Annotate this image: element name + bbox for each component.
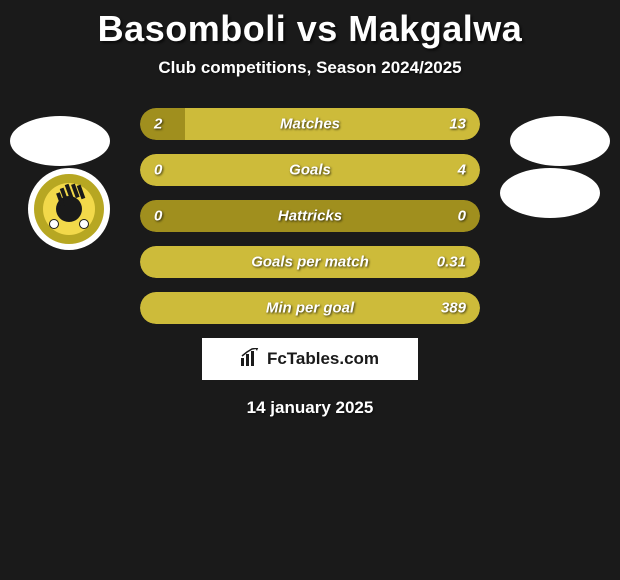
page-title: Basomboli vs Makgalwa [0,0,620,50]
stat-right-value: 13 [449,116,466,133]
stat-right-value: 4 [458,162,466,179]
brand-label: FcTables.com [267,349,379,369]
stat-bars: 2 Matches 13 0 Goals 4 0 Hattricks 0 Goals per ma… [140,108,480,324]
player-right-avatar [510,116,610,166]
date-label: 14 january 2025 [0,398,620,418]
stat-row: 2 Matches 13 [140,108,480,140]
stat-right-value: 0.31 [437,254,466,271]
stat-label: Goals per match [251,254,369,271]
brand-box[interactable]: FcTables.com [202,338,418,380]
chart-icon [241,348,261,371]
stat-label: Min per goal [266,300,354,317]
comparison-container: 2 Matches 13 0 Goals 4 0 Hattricks 0 Goals per ma… [0,108,620,418]
club-logo-left [28,168,110,250]
subtitle: Club competitions, Season 2024/2025 [0,58,620,78]
stat-left-value: 0 [154,208,162,225]
stat-left-value: 0 [154,162,162,179]
stat-label: Hattricks [278,208,342,225]
stat-row: Goals per match 0.31 [140,246,480,278]
stat-left-value: 2 [154,116,162,133]
stat-row: 0 Hattricks 0 [140,200,480,232]
stat-label: Goals [289,162,331,179]
player-left-avatar [10,116,110,166]
stat-row: Min per goal 389 [140,292,480,324]
stat-right-value: 0 [458,208,466,225]
stat-right-value: 389 [441,300,466,317]
stat-row: 0 Goals 4 [140,154,480,186]
stat-label: Matches [280,116,340,133]
club-logo-right [500,168,600,218]
